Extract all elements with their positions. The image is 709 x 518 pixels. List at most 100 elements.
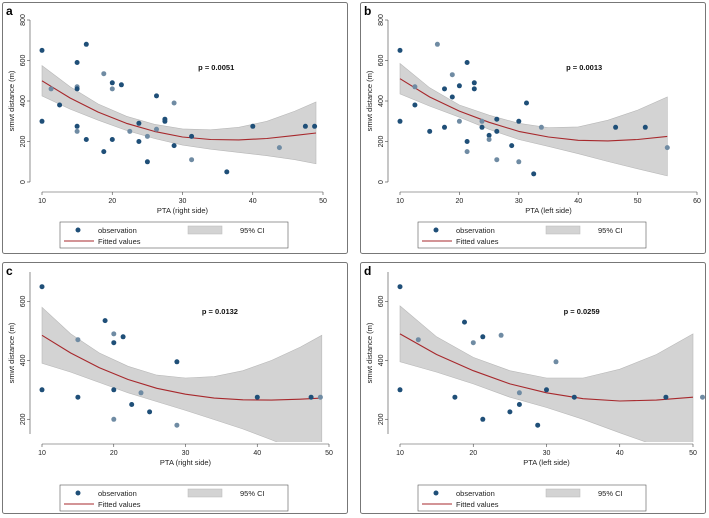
data-point [109,137,115,142]
data-point [171,100,177,106]
x-tick-label: 50 [325,450,333,457]
data-point [442,124,447,130]
legend-fitted-label: Fitted values [456,237,499,246]
data-point [397,387,403,393]
data-point [449,72,455,78]
x-tick-label: 10 [396,450,404,457]
legend-ci-swatch [187,488,223,498]
x-tick-label: 30 [515,198,523,205]
fitted-line [41,334,322,401]
y-tick-label: 200 [20,136,27,148]
y-tick-label: 600 [20,296,27,308]
legend-ci-label: 95% CI [598,226,623,235]
legend-fitted-label: Fitted values [98,237,141,246]
legend-ci-swatch [545,488,581,498]
legend-observation-label: observation [98,226,137,235]
y-tick-label: 0 [378,180,385,184]
y-tick-label: 800 [378,14,385,26]
x-tick-label: 50 [689,450,697,457]
x-tick-label: 40 [249,198,257,205]
y-axis-label: smwt distance (m) [7,70,16,131]
data-point [74,60,80,65]
data-point [486,132,492,138]
legend-observation-label: observation [98,489,137,498]
legend: observation 95% CI Fitted values [417,221,647,249]
data-point [39,387,45,393]
y-tick-label: 800 [20,14,27,26]
data-point [427,128,433,134]
data-point [494,128,500,134]
data-point [397,284,403,290]
data-point [434,41,440,47]
x-axis-label: PTA (left side) [525,206,572,215]
y-tick-label: 400 [20,354,27,366]
fitted-line [399,78,668,142]
data-point [516,390,522,396]
x-tick-label: 10 [396,198,404,205]
data-point [75,394,81,400]
data-point [162,118,168,124]
x-tick-label: 20 [110,450,118,457]
panel-b: b 0 200 400 600 800 10 20 30 40 50 60 PTA (left side… [360,2,706,254]
data-point [127,128,133,134]
data-point [83,41,89,47]
data-point [464,139,470,144]
data-point [39,118,45,124]
y-tick-label: 200 [20,413,27,425]
legend-ci-label: 95% CI [240,489,265,498]
x-tick-label: 20 [456,198,464,205]
data-point [553,359,559,365]
x-tick-label: 40 [574,198,582,205]
data-point [479,118,485,124]
data-point [412,84,418,90]
data-point [312,123,318,129]
data-point [174,359,180,365]
data-point [516,118,522,124]
y-tick-label: 200 [378,413,385,425]
data-point [462,319,467,325]
data-point [538,124,544,130]
x-tick-label: 60 [693,198,701,205]
y-tick-label: 600 [378,296,385,308]
p-value: p = 0.0132 [202,307,238,316]
data-point [189,133,195,139]
legend-fitted-label: Fitted values [98,500,141,509]
data-point [480,334,486,340]
data-point [700,394,705,400]
x-axis-label: PTA (left side) [523,458,570,467]
data-point [524,100,529,106]
legend-observation-marker [75,227,81,233]
data-point [101,149,107,155]
data-point [171,143,177,149]
data-point [442,86,447,92]
x-tick-label: 50 [319,198,327,205]
y-tick-label: 600 [20,55,27,67]
legend: observation 95% CI Fitted values [59,221,289,249]
x-tick-label: 10 [38,198,46,205]
data-point [456,118,462,124]
panel-letter: a [6,4,13,18]
legend-ci-label: 95% CI [240,226,265,235]
data-point [507,409,513,415]
data-point [479,124,485,130]
data-point [109,86,115,92]
data-point [111,416,117,422]
data-point [154,93,159,99]
data-point [308,394,314,400]
legend-fitted-label: Fitted values [456,500,499,509]
data-point [471,86,477,92]
y-tick-label: 600 [378,55,385,67]
x-tick-label: 30 [182,450,190,457]
legend-ci-label: 95% CI [598,489,623,498]
data-point [111,387,117,393]
legend-box [417,484,647,512]
x-axis-label: PTA (right side) [160,458,212,467]
data-point [516,402,522,407]
data-point [317,394,323,400]
legend-ci-swatch [187,225,223,235]
data-point [412,102,418,108]
data-point [464,149,470,155]
data-point [571,394,577,400]
data-point [147,409,153,415]
